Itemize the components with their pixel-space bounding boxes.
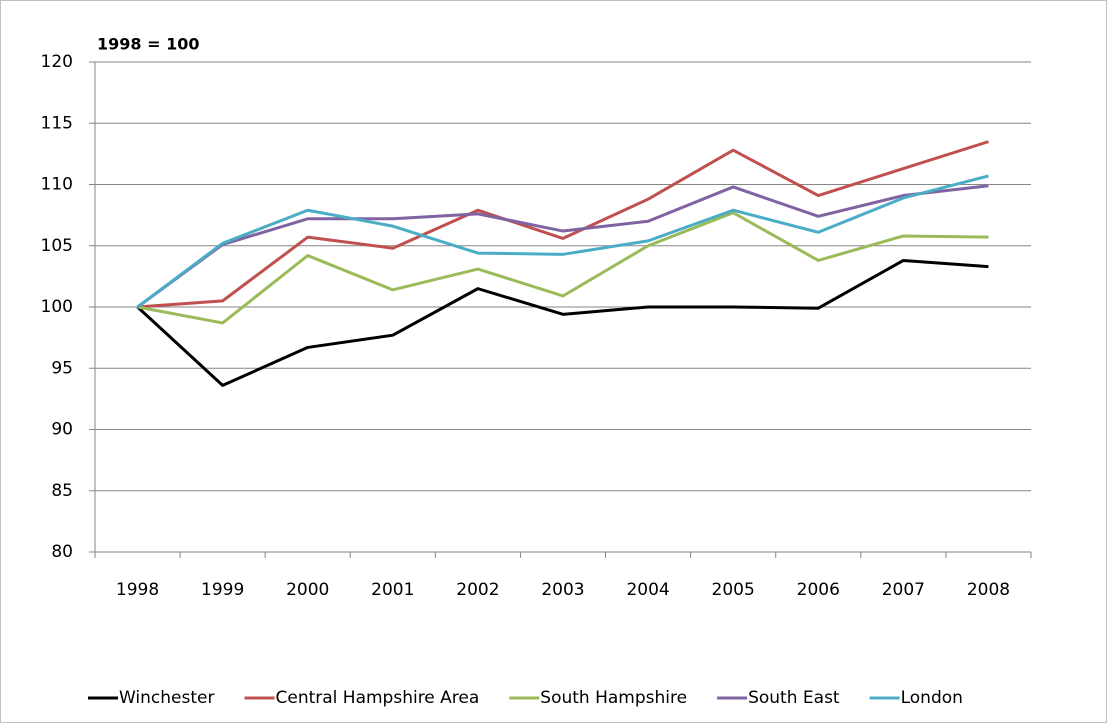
y-tick-label: 100 [41,297,73,317]
annotation: 1998 = 100 [97,35,199,54]
x-tick-label: 2002 [456,580,499,600]
legend-label: South East [748,688,840,708]
y-tick-label: 95 [51,358,73,378]
x-tick-label: 2007 [882,580,925,600]
series-line [136,184,989,309]
series-line [136,258,989,387]
x-tick-label: 2001 [371,580,414,600]
series-line [137,140,989,309]
y-tick-label: 80 [51,542,73,562]
y-tick-label: 110 [41,175,73,195]
legend-label: South Hampshire [540,688,687,708]
y-tick-label: 85 [51,481,73,501]
x-tick-label: 2005 [712,580,755,600]
series-line [137,211,989,325]
x-tick-label: 2006 [797,580,840,600]
legend-label: Central Hampshire Area [275,688,479,708]
x-tick-label: 1999 [201,580,244,600]
x-tick-label: 2004 [626,580,669,600]
y-tick-label: 115 [41,113,73,133]
x-tick-label: 2008 [967,580,1010,600]
x-tick-label: 2000 [286,580,329,600]
y-tick-label: 90 [51,420,73,440]
y-tick-label: 120 [41,52,73,72]
legend-label: Winchester [119,688,214,708]
legend-label: London [901,688,963,708]
series-line [136,174,989,309]
x-tick-label: 2003 [541,580,584,600]
x-tick-label: 1998 [116,580,159,600]
y-tick-label: 105 [41,236,73,256]
